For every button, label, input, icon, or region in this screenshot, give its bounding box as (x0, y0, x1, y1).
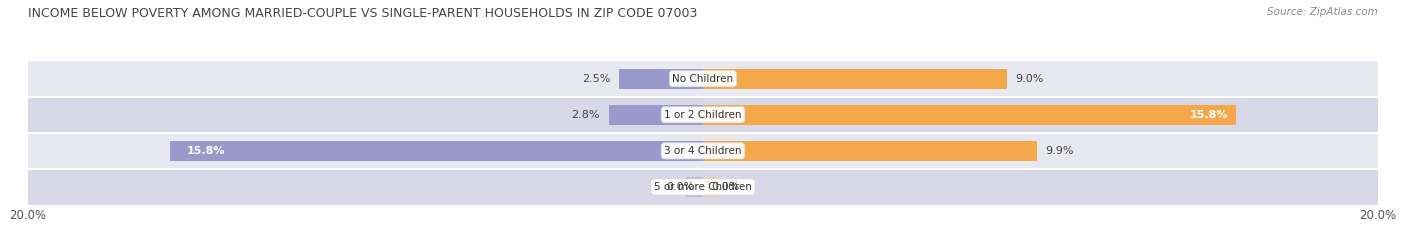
Bar (28, 97, 1378, 133)
Bar (703, 141, 1038, 161)
Bar (28, 133, 1378, 169)
Text: 0.0%: 0.0% (711, 182, 740, 192)
Bar (28, 169, 1378, 205)
Text: 3 or 4 Children: 3 or 4 Children (664, 146, 742, 156)
Bar (703, 69, 1007, 89)
Bar (170, 141, 703, 161)
Bar (619, 69, 703, 89)
Text: No Children: No Children (672, 74, 734, 84)
Text: 2.8%: 2.8% (572, 110, 600, 120)
Text: INCOME BELOW POVERTY AMONG MARRIED-COUPLE VS SINGLE-PARENT HOUSEHOLDS IN ZIP COD: INCOME BELOW POVERTY AMONG MARRIED-COUPL… (28, 7, 697, 20)
Text: 9.0%: 9.0% (1015, 74, 1043, 84)
Text: 5 or more Children: 5 or more Children (654, 182, 752, 192)
Text: 15.8%: 15.8% (1189, 110, 1227, 120)
Text: 15.8%: 15.8% (187, 146, 225, 156)
Text: Source: ZipAtlas.com: Source: ZipAtlas.com (1267, 7, 1378, 17)
Text: 2.5%: 2.5% (582, 74, 610, 84)
Bar (703, 105, 1236, 125)
Bar (28, 61, 1378, 97)
Text: 0.0%: 0.0% (666, 182, 695, 192)
Text: 1 or 2 Children: 1 or 2 Children (664, 110, 742, 120)
Text: 9.9%: 9.9% (1046, 146, 1074, 156)
Bar (686, 177, 703, 197)
Bar (609, 105, 703, 125)
Bar (703, 177, 720, 197)
